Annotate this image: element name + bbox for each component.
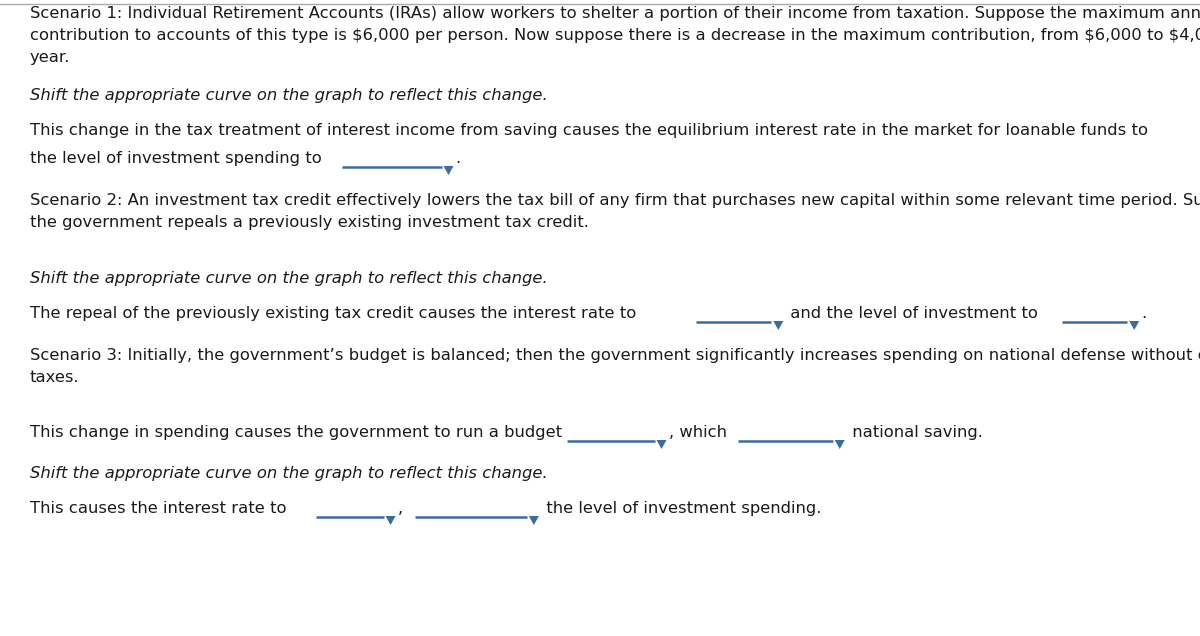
Text: the government repeals a previously existing investment tax credit.: the government repeals a previously exis… xyxy=(30,215,589,230)
Text: national saving.: national saving. xyxy=(847,425,983,440)
Text: Scenario 3: Initially, the government’s budget is balanced; then the government : Scenario 3: Initially, the government’s … xyxy=(30,348,1200,363)
Text: contribution to accounts of this type is $6,000 per person. Now suppose there is: contribution to accounts of this type is… xyxy=(30,28,1200,43)
Text: This causes the interest rate to: This causes the interest rate to xyxy=(30,501,292,516)
Polygon shape xyxy=(835,440,845,449)
Text: taxes.: taxes. xyxy=(30,370,79,385)
Text: Shift the appropriate curve on the graph to reflect this change.: Shift the appropriate curve on the graph… xyxy=(30,271,547,286)
Text: , which: , which xyxy=(668,425,732,440)
Text: ,: , xyxy=(397,501,408,516)
Text: Shift the appropriate curve on the graph to reflect this change.: Shift the appropriate curve on the graph… xyxy=(30,466,547,481)
Text: Shift the appropriate curve on the graph to reflect this change.: Shift the appropriate curve on the graph… xyxy=(30,88,547,103)
Text: Scenario 1: Individual Retirement Accounts (IRAs) allow workers to shelter a por: Scenario 1: Individual Retirement Accoun… xyxy=(30,6,1200,21)
Text: the level of investment spending to: the level of investment spending to xyxy=(30,151,326,166)
Text: .: . xyxy=(456,151,461,166)
Text: the level of investment spending.: the level of investment spending. xyxy=(541,501,821,516)
Text: This change in spending causes the government to run a budget: This change in spending causes the gover… xyxy=(30,425,568,440)
Text: The repeal of the previously existing tax credit causes the interest rate to: The repeal of the previously existing ta… xyxy=(30,306,642,321)
Text: and the level of investment to: and the level of investment to xyxy=(785,306,1044,321)
Polygon shape xyxy=(656,440,666,449)
Polygon shape xyxy=(385,516,396,525)
Polygon shape xyxy=(444,166,454,175)
Text: year.: year. xyxy=(30,50,71,65)
Polygon shape xyxy=(529,516,539,525)
Text: This change in the tax treatment of interest income from saving causes the equil: This change in the tax treatment of inte… xyxy=(30,123,1153,138)
Polygon shape xyxy=(773,321,784,330)
Polygon shape xyxy=(1129,321,1139,330)
Text: .: . xyxy=(1141,306,1146,321)
Text: Scenario 2: An investment tax credit effectively lowers the tax bill of any firm: Scenario 2: An investment tax credit eff… xyxy=(30,193,1200,208)
